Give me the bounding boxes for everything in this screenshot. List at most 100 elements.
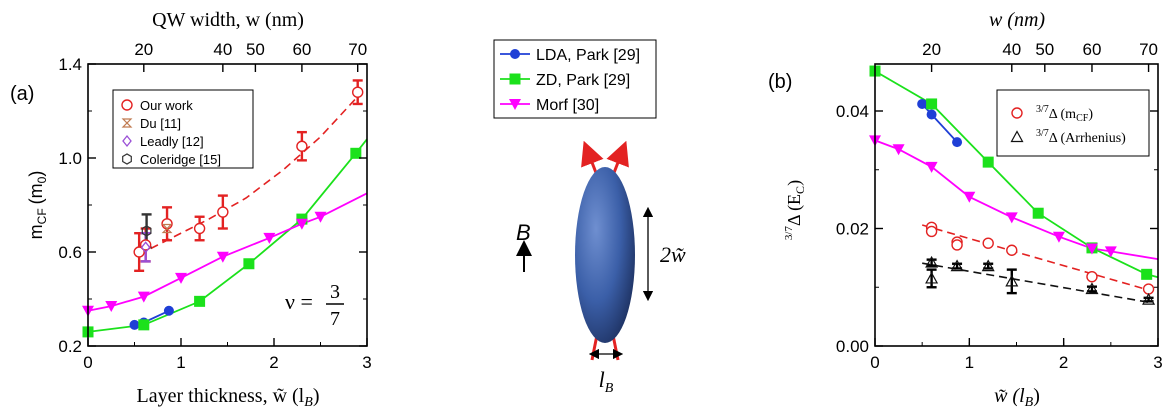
- legend-mid-marker-morf: [509, 99, 521, 110]
- b-xtick-label: 0: [870, 353, 879, 372]
- b-errbar-arrhenius: [983, 262, 994, 270]
- a-point-zd: [350, 147, 362, 159]
- legend-a-label: Coleridge [15]: [140, 152, 221, 167]
- a-xtick-label: 0: [83, 353, 92, 372]
- b-errbar-arrhenius: [1006, 268, 1017, 295]
- b-point-lda: [926, 109, 937, 120]
- b-point-ours: [925, 225, 938, 238]
- legend-b-marker-arrhenius: [1010, 130, 1024, 143]
- a-point-ours: [193, 222, 206, 235]
- b-point-morf: [1052, 231, 1065, 243]
- panel-a-ylabel: mCF(m0): [26, 171, 49, 240]
- panel-a-top-label: QW width, w (nm): [152, 9, 304, 31]
- a-point-ours: [217, 206, 229, 218]
- b-ytick-label: 0.00: [836, 337, 869, 356]
- b-point-lda: [952, 137, 963, 148]
- b-top-tick-label: 60: [1083, 40, 1102, 59]
- panel-b-top-label: w (nm): [989, 9, 1045, 31]
- b-point-ours: [951, 239, 963, 251]
- a-point-morf: [137, 291, 150, 303]
- b-point-lda: [917, 98, 928, 109]
- b-xtick-label: 1: [965, 353, 974, 372]
- svg-text:ν =: ν =: [285, 289, 313, 314]
- panel-a-tag: (a): [10, 83, 34, 105]
- ellipsoid-wavefunction: [575, 167, 635, 343]
- b-point-ours: [982, 237, 994, 249]
- a-top-tick-label: 60: [292, 40, 311, 59]
- a-point-ours: [296, 140, 308, 152]
- b-point-zd: [982, 156, 994, 168]
- a-top-tick-label: 40: [213, 40, 232, 59]
- b-point-morf: [1005, 212, 1018, 224]
- b-top-tick-label: 20: [922, 40, 941, 59]
- legend-a-label: Leadly [12]: [140, 134, 204, 149]
- legend-mid-label: ZD, Park [29]: [536, 72, 630, 89]
- panel-b-legend: 3/7Δ (mCF) 3/7Δ (Arrhenius): [996, 89, 1150, 157]
- legend-a-marker-coleridge: [122, 153, 132, 165]
- legend-a-marker-leadly: [122, 134, 132, 148]
- a-xtick-label: 3: [362, 353, 371, 372]
- a-point-zd: [138, 319, 150, 331]
- legend-a-marker-ours: [121, 99, 133, 111]
- b-field-label: B: [516, 220, 531, 245]
- b-point-zd: [1032, 207, 1044, 219]
- a-ytick-label: 1.0: [58, 149, 82, 168]
- legend-mid-marker-lda: [510, 49, 520, 59]
- a-top-tick-label: 50: [246, 40, 265, 59]
- b-errbar-arrhenius: [926, 258, 937, 267]
- legend-a-label: Du [11]: [140, 116, 181, 131]
- b-fit-arrhenius: [922, 262, 1154, 304]
- b-ytick-label: 0.04: [836, 102, 869, 121]
- legend-mid-marker-zd: [509, 73, 521, 85]
- b-point-arrhenius: [925, 255, 939, 268]
- b-point-arrhenius: [950, 259, 964, 272]
- legend-a-label: Our work: [140, 98, 193, 113]
- a-xtick-label: 1: [176, 353, 185, 372]
- a-point-zd: [194, 295, 206, 307]
- b-ytick-label: 0.02: [836, 220, 869, 239]
- legend-mid-label: Morf [30]: [536, 97, 599, 114]
- b-line-morf: [874, 139, 1159, 260]
- b-point-arrhenius: [925, 271, 939, 284]
- legend-b-label: 3/7Δ (Arrhenius): [1036, 128, 1126, 146]
- b-top-tick-label: 50: [1035, 40, 1054, 59]
- panel-b-ylabel: 3/7Δ (EC): [783, 180, 807, 240]
- legend-b-marker-ours: [1011, 107, 1023, 119]
- a-point-morf: [105, 301, 118, 313]
- panel-a-xlabel: Layer thickness, w̃ (lB): [137, 385, 320, 410]
- b-point-morf: [892, 144, 905, 156]
- nu-denominator: 7: [330, 308, 340, 330]
- a-point-morf: [314, 211, 327, 223]
- a-ytick-label: 0.6: [58, 243, 82, 262]
- b-point-ours: [1086, 270, 1098, 283]
- a-top-tick-label: 20: [134, 40, 153, 59]
- b-point-arrhenius: [1142, 292, 1156, 305]
- a-xtick-label: 2: [269, 353, 278, 372]
- b-point-arrhenius: [981, 259, 995, 272]
- b-top-tick-label: 40: [1002, 40, 1021, 59]
- b-errbar-arrhenius: [952, 262, 963, 270]
- b-errbar-arrhenius: [1086, 285, 1097, 293]
- panel-b-tag: (b): [768, 71, 792, 93]
- b-point-ours: [1006, 244, 1018, 256]
- b-point-morf: [963, 191, 976, 203]
- b-point-morf: [1104, 246, 1117, 258]
- a-point-coleridge: [141, 225, 152, 237]
- a-point-ours: [133, 246, 145, 258]
- a-ytick-label: 0.2: [58, 337, 82, 356]
- a-point-morf: [175, 272, 187, 284]
- legend-b-label: 3/7Δ (mCF): [1036, 104, 1093, 124]
- a-point-ours: [139, 239, 152, 251]
- b-point-zd: [1141, 268, 1153, 280]
- middle-legend: LDA, Park [29] ZD, Park [29] Morf [30]: [493, 39, 657, 119]
- nu-numerator: 3: [330, 281, 340, 303]
- a-point-lda: [163, 305, 174, 316]
- legend-a-marker-du: [121, 118, 133, 128]
- panel-a-legend: Our work Du [11] Leadly [12] Coleridge [15]: [112, 89, 254, 169]
- panel-a-chart: 0 1 2 3 0.2 0.6 1.0 1.4 20 40 50 60 70 (a) QW width,…: [10, 9, 372, 410]
- middle-schematic: LDA, Park [29] ZD, Park [29] Morf [30]: [493, 39, 686, 396]
- a-point-ours: [352, 86, 364, 98]
- a-point-lda: [129, 319, 140, 330]
- panel-b-chart: 0 1 2 3 0.00 0.02 0.04 20 40 50 60 70 (b) w (nm) w̃…: [768, 9, 1163, 410]
